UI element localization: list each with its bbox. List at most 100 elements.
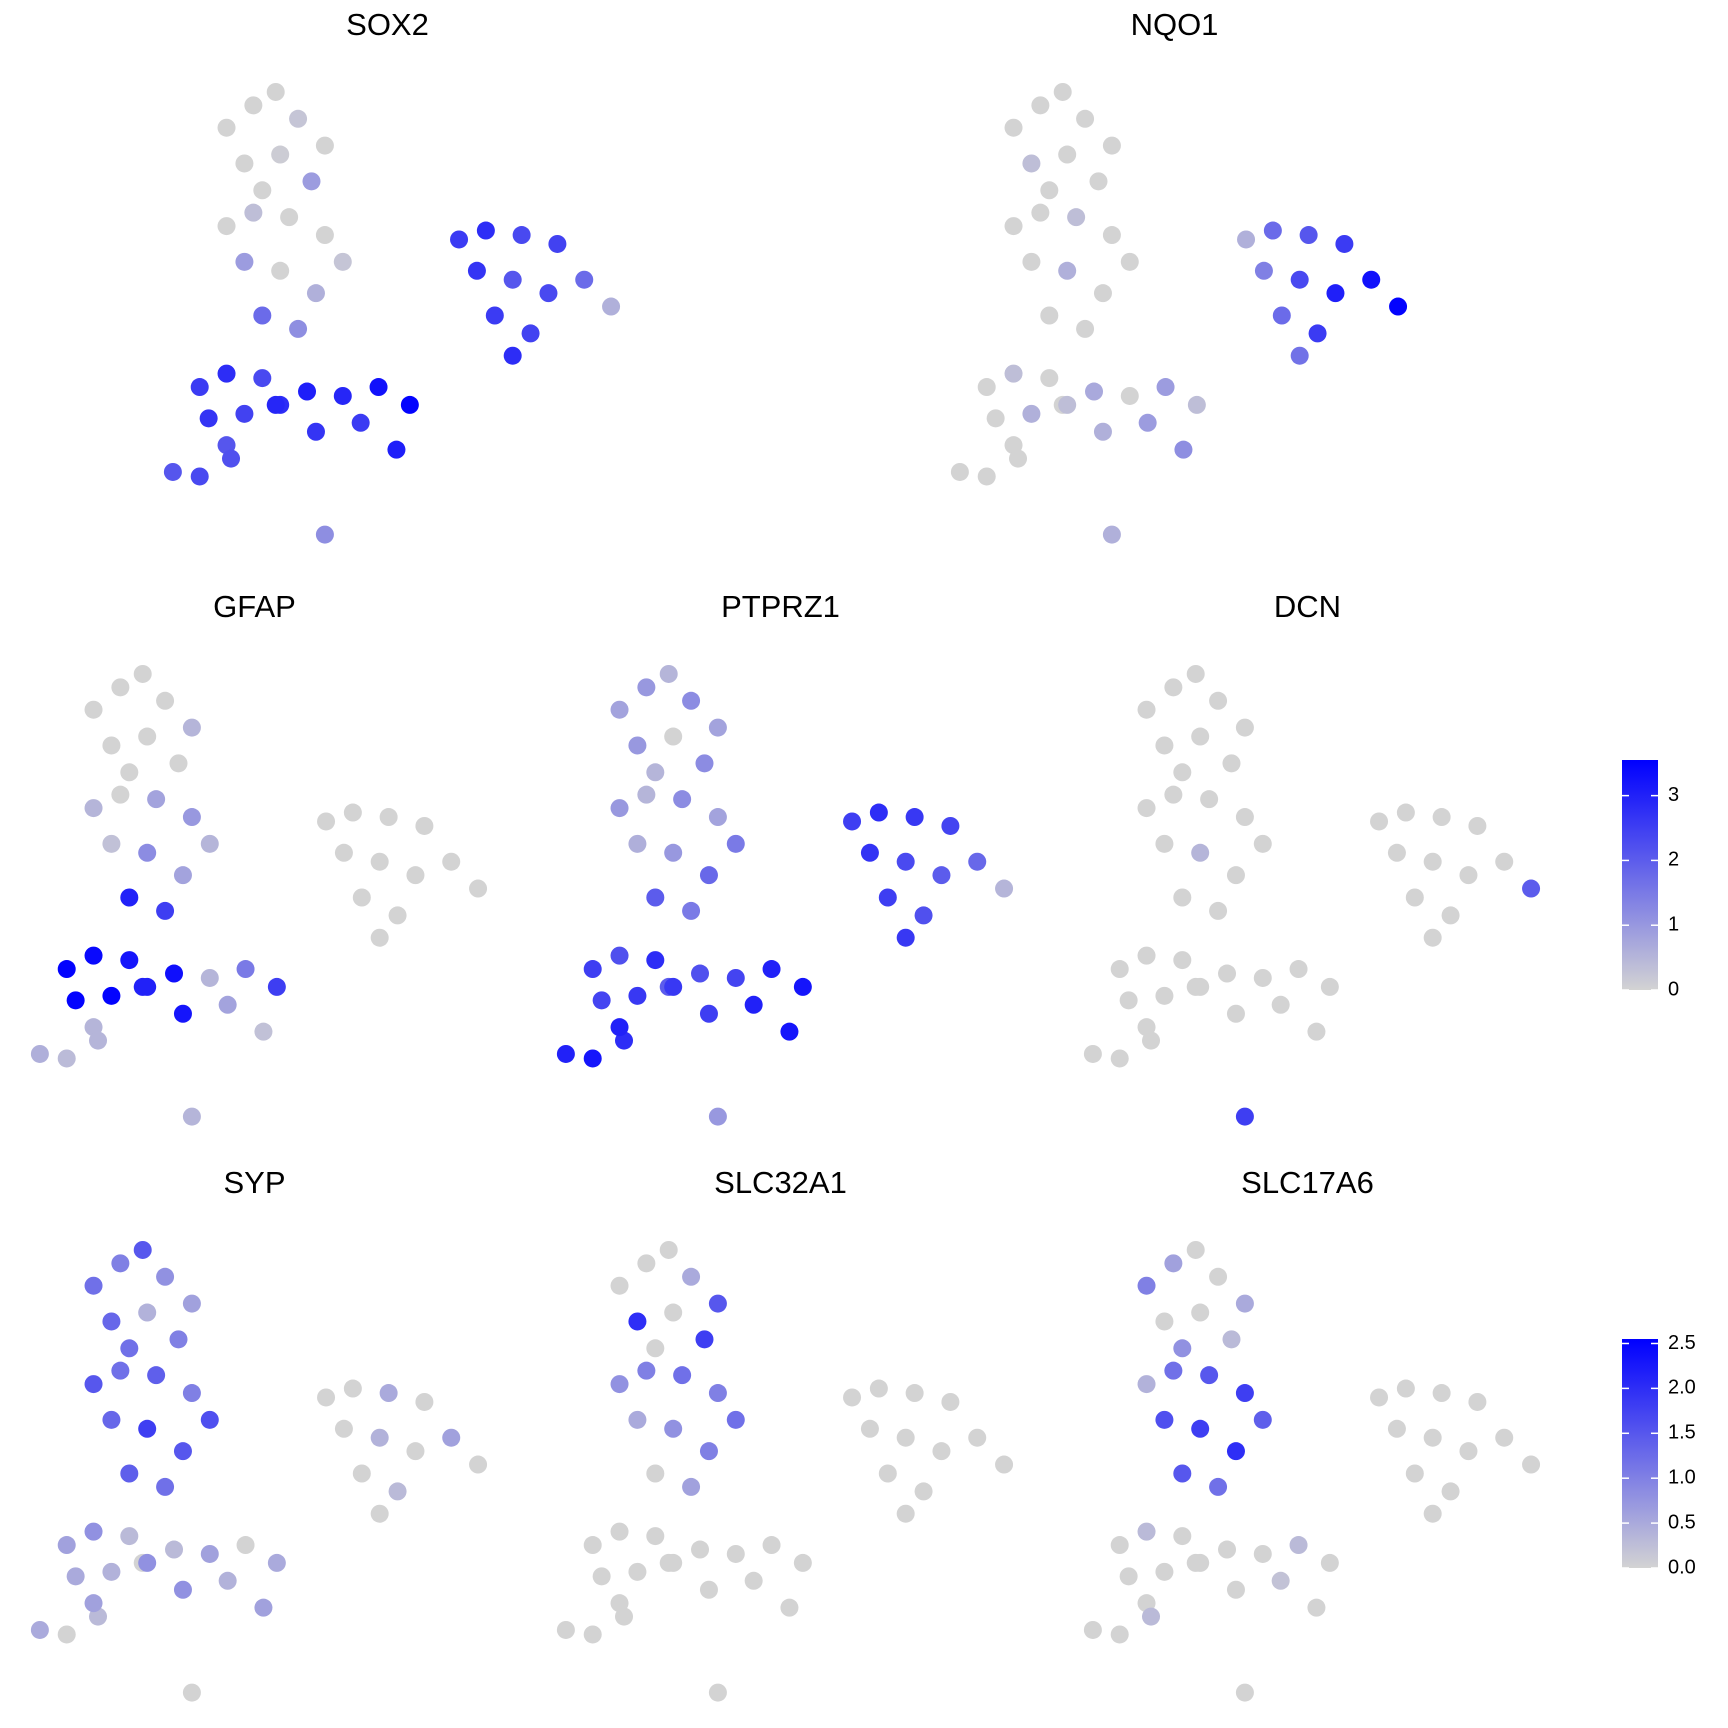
cell-point (539, 284, 558, 303)
cell-point (968, 852, 987, 871)
cell-point (1389, 297, 1408, 316)
cell-point (306, 422, 325, 441)
cell-point (317, 812, 336, 831)
cell-point (986, 409, 1005, 428)
cell-point (1459, 866, 1478, 885)
cell-point (1110, 960, 1129, 979)
cell-point (133, 1240, 152, 1259)
panel-title: SOX2 (346, 7, 429, 42)
cell-point (977, 467, 996, 486)
cell-point (1155, 1410, 1174, 1429)
cell-point (1299, 226, 1318, 245)
cell-point (1289, 1536, 1308, 1555)
cell-point (905, 1384, 924, 1403)
cell-point (1191, 843, 1210, 862)
cell-point (236, 960, 255, 979)
cell-point (1290, 270, 1309, 289)
cell-point (1120, 252, 1139, 271)
cell-point (1040, 181, 1059, 200)
cell-point (138, 843, 157, 862)
cell-point (369, 378, 388, 397)
cell-point (138, 1419, 157, 1438)
cell-point (1423, 852, 1442, 871)
cell-point (878, 1464, 897, 1483)
cell-point (235, 154, 254, 173)
cell-point (218, 995, 237, 1014)
cell-point (400, 395, 419, 414)
cell-point (235, 404, 254, 423)
cell-point (1222, 754, 1241, 773)
cell-point (664, 1553, 683, 1572)
cell-point (254, 1022, 273, 1041)
cell-point (244, 203, 263, 222)
cell-point (556, 1620, 575, 1639)
cell-point (503, 270, 522, 289)
panel-title: SYP (223, 1165, 285, 1200)
panel-title: SLC17A6 (1241, 1165, 1374, 1200)
cell-point (1174, 440, 1193, 459)
cell-point (57, 1536, 76, 1555)
cell-point (1138, 413, 1157, 432)
cell-point (217, 364, 236, 383)
cell-point (1173, 888, 1192, 907)
cell-point (744, 995, 763, 1014)
cell-point (896, 1504, 915, 1523)
cell-point (905, 808, 924, 827)
cell-point (1307, 1022, 1326, 1041)
cell-point (1271, 995, 1290, 1014)
cell-point (84, 700, 103, 719)
cell-point (1495, 852, 1514, 871)
cell-point (1226, 1442, 1245, 1461)
cell-point (57, 1049, 76, 1068)
cell-point (217, 118, 236, 137)
cell-point (1254, 261, 1273, 280)
colorbar-label: 1.5 (1668, 1422, 1696, 1444)
cell-point (592, 991, 611, 1010)
cell-point (1004, 364, 1023, 383)
cell-point (467, 261, 486, 280)
cell-point (1110, 1049, 1129, 1068)
cell-point (1031, 96, 1050, 115)
cell-point (941, 816, 960, 835)
cell-point (646, 951, 665, 970)
cell-point (1423, 1504, 1442, 1523)
cell-point (1272, 306, 1291, 325)
cell-point (664, 1419, 683, 1438)
cell-point (111, 678, 130, 697)
cell-point (1320, 977, 1339, 996)
cell-point (1058, 261, 1077, 280)
cell-point (1271, 1571, 1290, 1590)
cell-point (691, 964, 710, 983)
cell-point (182, 1294, 201, 1313)
cell-point (1110, 1536, 1129, 1555)
cell-point (1253, 1544, 1272, 1563)
cell-point (1209, 901, 1228, 920)
cell-point (1307, 1598, 1326, 1617)
cell-point (1173, 1527, 1192, 1546)
colorbar-label: 2.0 (1668, 1377, 1696, 1399)
cell-point (1235, 1294, 1254, 1313)
cell-point (637, 785, 656, 804)
cell-point (1155, 834, 1174, 853)
cell-point (628, 1312, 647, 1331)
cell-point (1191, 1553, 1210, 1572)
cell-point (896, 928, 915, 947)
cell-point (941, 1392, 960, 1411)
cell-point (610, 700, 629, 719)
cell-point (370, 852, 389, 871)
cell-point (379, 1384, 398, 1403)
cell-point (503, 346, 522, 365)
cell-point (583, 1049, 602, 1068)
cell-point (1173, 1339, 1192, 1358)
cell-point (333, 252, 352, 271)
cell-point (253, 306, 272, 325)
cell-point (610, 1276, 629, 1295)
cell-point (1405, 888, 1424, 907)
cell-point (1164, 678, 1183, 697)
cell-point (217, 217, 236, 236)
cell-point (682, 901, 701, 920)
cell-point (1308, 324, 1327, 343)
cell-point (1067, 208, 1086, 227)
cell-point (1155, 736, 1174, 755)
panel-title: GFAP (213, 589, 296, 624)
